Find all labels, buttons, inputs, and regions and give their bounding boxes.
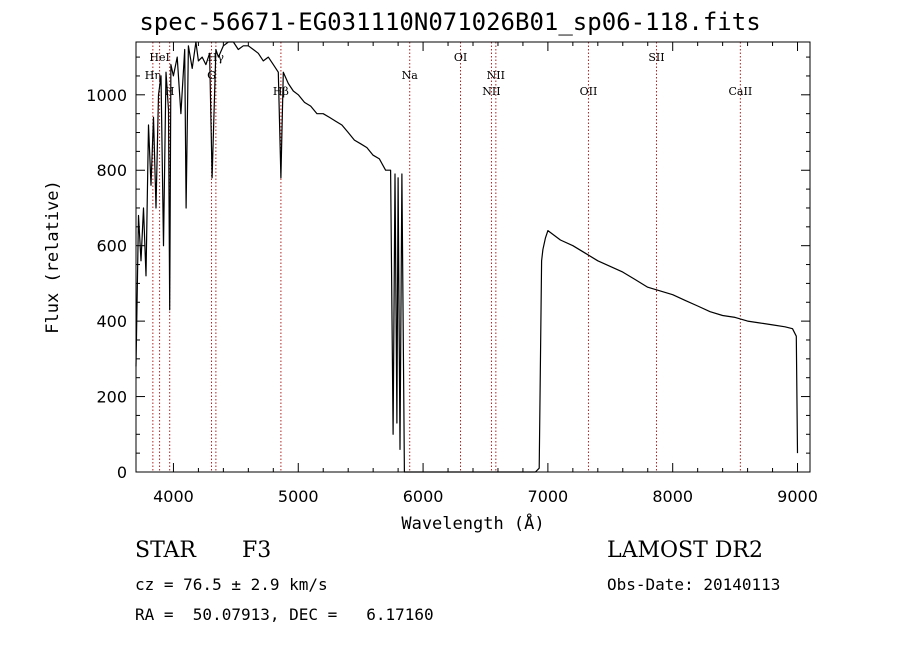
plot-frame	[135, 41, 811, 473]
line-marker-label: HeI	[149, 51, 169, 64]
x-axis-label: Wavelength (Å)	[401, 512, 544, 534]
y-tick-label: 0	[117, 463, 127, 482]
y-tick-label: 1000	[86, 86, 127, 105]
line-marker-label: OI	[454, 51, 467, 64]
y-tick-label: 400	[96, 312, 127, 331]
object-class: STAR	[135, 538, 196, 563]
line-marker-label: OII	[580, 85, 598, 98]
x-tick-label: 9000	[777, 487, 818, 506]
spectrum-line-0	[135, 41, 799, 473]
line-marker-label: Hη	[145, 69, 161, 82]
y-tick-label: 600	[96, 237, 127, 256]
x-tick-label: 4000	[153, 487, 194, 506]
line-marker-label: Na	[402, 69, 419, 82]
coordinates-info: RA = 50.07913, DEC = 6.17160	[135, 605, 434, 624]
line-marker-label: CaII	[729, 85, 753, 98]
object-subclass: F3	[242, 538, 272, 563]
line-marker-label: NII	[482, 85, 500, 98]
spectrum-series	[135, 41, 799, 473]
y-tick-label: 200	[96, 388, 127, 407]
line-marker-label: SII	[648, 51, 664, 64]
x-tick-label: 8000	[652, 487, 693, 506]
chart-title: spec-56671-EG031110N071026B01_sp06-118.f…	[139, 8, 761, 36]
y-axis-label: Flux (relative)	[43, 180, 63, 334]
line-marker-label: G	[207, 69, 216, 82]
line-marker-label: NII	[487, 69, 505, 82]
x-tick-label: 5000	[278, 487, 319, 506]
observation-date: Obs-Date: 20140113	[607, 575, 781, 594]
x-tick-label: 6000	[403, 487, 444, 506]
line-marker-label: H	[165, 85, 175, 98]
line-marker-label: Hβ	[273, 85, 289, 98]
survey-name: LAMOST DR2	[607, 538, 763, 563]
y-tick-label: 800	[96, 161, 127, 180]
x-tick-label: 7000	[528, 487, 569, 506]
axis-ticks: 4000 5000 6000 7000 8000 9000 0 200 400 600 800 100…	[86, 42, 818, 506]
redshift-info: cz = 76.5 ± 2.9 km/s	[135, 575, 328, 594]
